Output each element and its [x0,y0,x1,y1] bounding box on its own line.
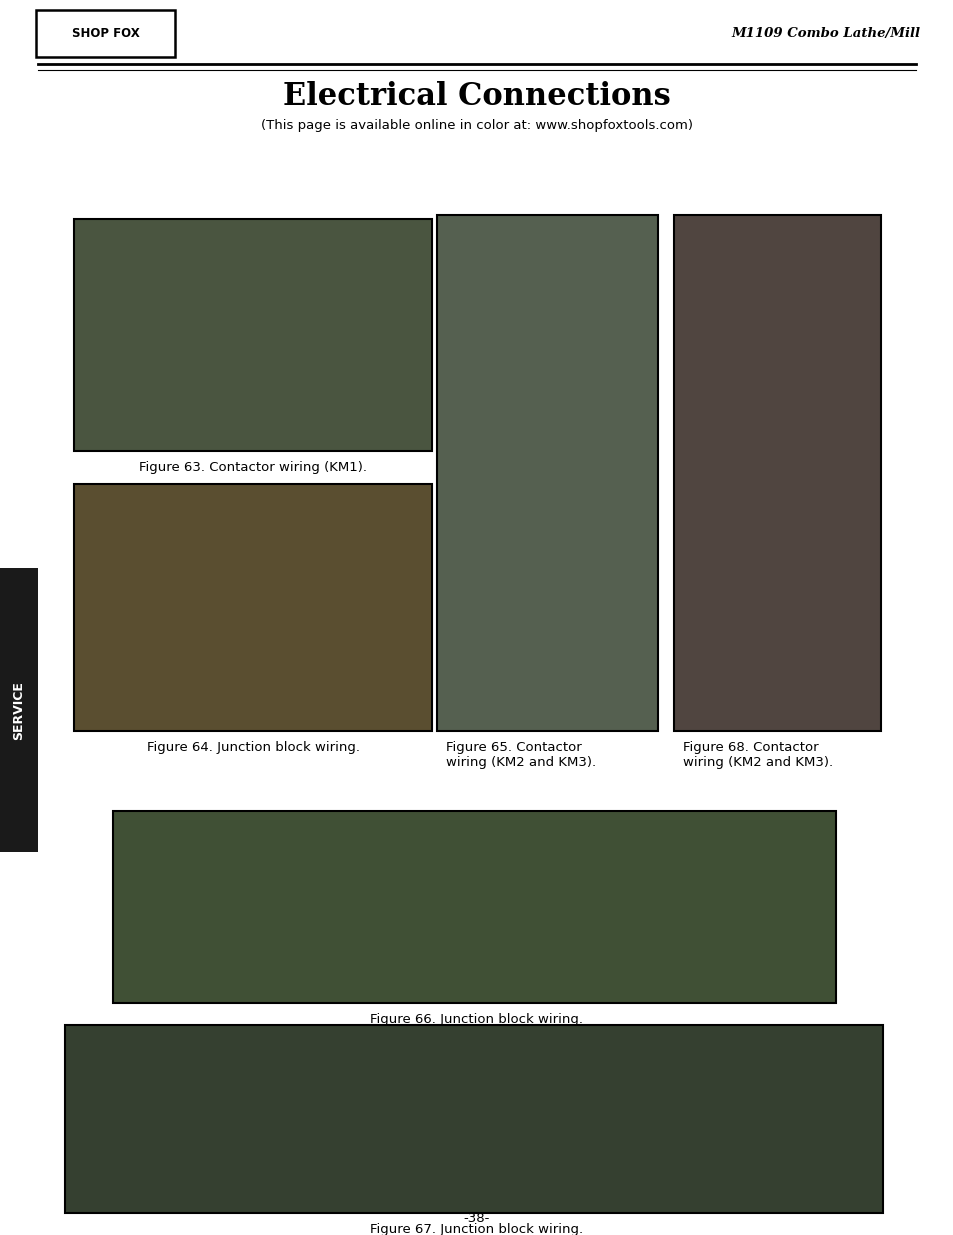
Text: Figure 66. Junction block wiring.: Figure 66. Junction block wiring. [370,1013,583,1026]
Text: Figure 68. Contactor
wiring (KM2 and KM3).: Figure 68. Contactor wiring (KM2 and KM3… [682,741,832,769]
Text: Figure 64. Junction block wiring.: Figure 64. Junction block wiring. [147,741,359,755]
Text: Electrical Connections: Electrical Connections [283,80,670,112]
Bar [36,10,174,57]
Text: Figure 65. Contactor
wiring (KM2 and KM3).: Figure 65. Contactor wiring (KM2 and KM3… [446,741,596,769]
Bar [112,811,835,1003]
Text: Figure 63. Contactor wiring (KM1).: Figure 63. Contactor wiring (KM1). [139,461,367,474]
Bar [436,215,658,731]
Bar [673,215,881,731]
Bar [0,568,38,852]
Text: SHOP FOX: SHOP FOX [71,27,140,40]
Text: SERVICE: SERVICE [11,680,25,740]
Bar [65,1025,882,1213]
Text: (This page is available online in color at: www.shopfoxtools.com): (This page is available online in color … [261,120,692,132]
Bar [74,484,432,731]
Text: -38-: -38- [463,1212,490,1225]
Text: M1109 Combo Lathe/Mill: M1109 Combo Lathe/Mill [731,27,920,40]
Text: Figure 67. Junction block wiring.: Figure 67. Junction block wiring. [370,1223,583,1235]
Bar [74,219,432,451]
